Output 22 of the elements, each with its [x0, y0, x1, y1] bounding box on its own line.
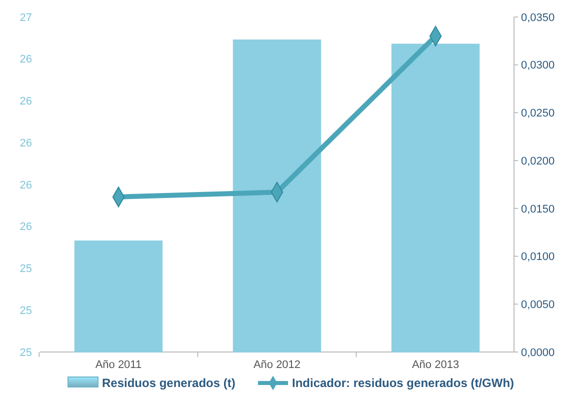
y2-tick-label: 0,0350	[521, 12, 555, 24]
y-tick-label: 27	[20, 12, 32, 24]
y-tick-label: 25	[20, 304, 32, 317]
y2-tick-label: 0,0250	[521, 108, 555, 120]
y-tick-label: 26	[20, 179, 32, 192]
y2-tick-label: 0,0150	[521, 203, 555, 216]
y2-tick-label: 0,0050	[521, 298, 555, 311]
y-tick-label: 26	[20, 137, 32, 150]
y2-tick-label: 0,0000	[521, 346, 555, 359]
y2-tick-label: 0,0200	[521, 155, 555, 168]
legend-label: Indicador: residuos generados (t/GWh)	[292, 376, 514, 390]
y-tick-label: 26	[20, 96, 32, 108]
y-tick-label: 26	[20, 54, 32, 66]
y2-tick-label: 0,0100	[521, 251, 555, 264]
y-tick-label: 25	[20, 263, 32, 276]
y-tick-label: 26	[20, 221, 32, 234]
y-tick-label: 25	[20, 346, 32, 359]
x-tick-label: Año 2013	[412, 359, 460, 371]
x-tick-label: Año 2011	[95, 359, 142, 371]
y2-tick-label: 0,0300	[521, 60, 555, 72]
legend-label: Residuos generados (t)	[102, 376, 236, 390]
x-tick-label: Año 2012	[253, 359, 301, 371]
